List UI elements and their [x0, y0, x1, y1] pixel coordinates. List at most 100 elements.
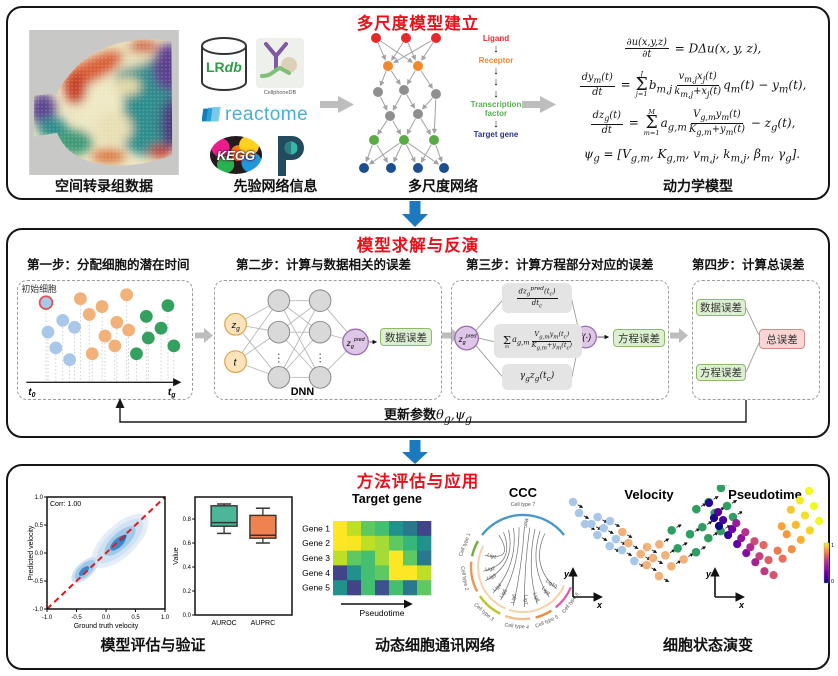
- multiscale-network-graph: [356, 28, 456, 178]
- panel2-title: 模型求解与反演: [356, 237, 480, 255]
- svg-text:AUROC: AUROC: [211, 620, 236, 627]
- svg-text:tg: tg: [168, 387, 176, 399]
- svg-text:-1.0: -1.0: [42, 615, 53, 621]
- svg-text:1: 1: [831, 543, 834, 549]
- svg-text:Gene 3: Gene 3: [302, 553, 330, 563]
- flow-arrow-icon: [320, 96, 354, 113]
- svg-text:x: x: [738, 600, 745, 610]
- svg-text:0.8: 0.8: [183, 517, 192, 523]
- step2-box: ⋮ ⋮ zg t zgpred DNN: [214, 280, 442, 400]
- chain-label: Receptor: [478, 55, 514, 65]
- svg-text:Target gene: Target gene: [352, 492, 422, 506]
- svg-text:Lig2: Lig2: [485, 566, 495, 573]
- svg-text:-0.5: -0.5: [71, 615, 82, 621]
- svg-text:0.0: 0.0: [35, 551, 44, 557]
- svg-text:t: t: [234, 358, 238, 369]
- ccc-circos-plot: CCC Cell type 1 Cell type 2 Cell type 3 Cell…: [457, 485, 597, 640]
- step4-label: 第四步：计算总误差: [692, 258, 805, 272]
- panel1-title: 多尺度模型建立: [356, 15, 480, 33]
- svg-text:初始细胞: 初始细胞: [21, 283, 57, 294]
- density-scatter-plot: 1.0 0.5 0.0 -0.5 -1.0 -1.0 -0.5 0.0 0.5 1.0 Corr: …: [27, 489, 177, 631]
- svg-text:0.5: 0.5: [131, 615, 140, 621]
- dynamics-model-label: 动力学模型: [663, 178, 733, 194]
- svg-text:Cell type 3: Cell type 3: [472, 602, 495, 623]
- degradation-term-box: γgzg(tc): [502, 364, 572, 390]
- total-error-box: 总误差: [759, 329, 805, 349]
- svg-text:Lig5: Lig5: [499, 588, 509, 599]
- svg-text:⋮: ⋮: [315, 353, 326, 365]
- down-arrow-icon: ↓: [493, 43, 499, 56]
- svg-text:Predicted velocity: Predicted velocity: [28, 525, 35, 580]
- step1-label: 第一步：分配细胞的潜在时间: [27, 258, 190, 272]
- metric-boxplot: 0.0 0.2 0.4 0.6 0.8 Value AUROC AUPRC: [170, 489, 310, 631]
- molecule-hierarchy-chain: Ligand ↓ Receptor ↓ ↓ ↓ Transcription factor ↓ T…: [460, 34, 532, 176]
- panel-evaluation: 方法评估与应用 1.0 0.5 0.0 -0.5 -1.0 -1.0 -0.5 0.0 0.5 1…: [6, 464, 834, 670]
- chain-label: Target gene: [473, 130, 519, 140]
- progeny-logo-icon: [272, 134, 308, 178]
- target-gene-heatmap: Target gene Gene 1 Gene 2 Gene 3 Gene 4 Gene …: [295, 489, 460, 629]
- model-eval-label: 模型评估与验证: [100, 637, 206, 654]
- step3-label: 第三步：计算方程部分对应的误差: [466, 258, 654, 272]
- pseudotime-plot: Pseudotime y x 1 0: [697, 485, 835, 620]
- data-error-box: 数据误差: [380, 328, 432, 346]
- update-parameters-label: 更新参数θg,ψg: [383, 407, 473, 426]
- svg-text:Lig1: Lig1: [486, 552, 497, 561]
- svg-text:Pseudotime: Pseudotime: [728, 487, 802, 502]
- reactome-logo-icon: reactome: [202, 102, 320, 128]
- down-arrow-icon: ↓: [493, 65, 499, 78]
- cell-state-label: 细胞状态演变: [662, 637, 753, 654]
- svg-text:Gene 2: Gene 2: [302, 538, 330, 548]
- flow-arrow-icon: [670, 328, 688, 343]
- panel-connector-down-arrow-icon: [402, 440, 428, 464]
- data-error-box-2: 数据误差: [696, 299, 746, 316]
- svg-text:Cell type 4: Cell type 4: [504, 622, 529, 631]
- prior-network-label: 先验网络信息: [233, 178, 318, 194]
- chain-label: Ligand: [482, 34, 510, 43]
- cellphonedb-logo-icon: CellphoneDB: [256, 38, 304, 96]
- panel-connector-down-arrow-icon: [402, 201, 428, 227]
- svg-text:Lig8: Lig8: [531, 592, 540, 603]
- svg-text:-0.5: -0.5: [33, 579, 44, 585]
- svg-text:AUPRC: AUPRC: [251, 620, 276, 627]
- svg-text:0: 0: [831, 579, 834, 585]
- spatial-data-label: 空间转录组数据: [55, 178, 153, 194]
- step4-box: [692, 280, 820, 400]
- svg-text:t0: t0: [28, 387, 35, 399]
- panel-model-solving: 模型求解与反演 第一步：分配细胞的潜在时间 第二步：计算与数据相关的误差 第三步…: [6, 228, 830, 438]
- svg-text:-1.0: -1.0: [33, 607, 44, 613]
- equation-error-box-2: 方程误差: [696, 364, 746, 381]
- svg-text:Pseudotime: Pseudotime: [360, 608, 405, 618]
- svg-text:Cell type 2: Cell type 2: [459, 566, 470, 591]
- down-arrow-icon: ↓: [493, 87, 499, 100]
- step1-box: 初始细胞 t0 tg: [17, 280, 193, 400]
- down-arrow-icon: ↓: [493, 76, 499, 89]
- svg-text:x: x: [596, 600, 603, 610]
- svg-text:Lig4: Lig4: [492, 582, 503, 593]
- svg-text:Gene 5: Gene 5: [302, 583, 330, 593]
- step3-box: zgpred f(·): [451, 280, 669, 400]
- svg-text:Lig3: Lig3: [486, 573, 497, 582]
- svg-text:y: y: [705, 569, 712, 579]
- flow-arrow-icon: [522, 96, 556, 113]
- svg-text:1.0: 1.0: [35, 495, 44, 501]
- panel3-title: 方法评估与应用: [356, 473, 480, 491]
- svg-text:0.4: 0.4: [183, 565, 192, 571]
- svg-text:Lig9: Lig9: [540, 586, 551, 597]
- svg-text:Gene 4: Gene 4: [302, 568, 330, 578]
- svg-text:Ground truth velocity: Ground truth velocity: [74, 623, 139, 630]
- chain-label: Transcription factor: [470, 100, 522, 118]
- svg-text:Gene 1: Gene 1: [302, 523, 330, 533]
- step2-label: 第二步：计算与数据相关的误差: [236, 258, 412, 272]
- svg-text:Velocity: Velocity: [624, 487, 674, 502]
- svg-text:DNN: DNN: [291, 386, 315, 398]
- svg-text:1.0: 1.0: [161, 615, 170, 621]
- svg-text:zg: zg: [231, 320, 241, 332]
- svg-text:0.0: 0.0: [183, 613, 192, 619]
- svg-text:CCC: CCC: [509, 485, 538, 500]
- kegg-logo-icon: KEGG: [210, 136, 262, 174]
- svg-text:0.0: 0.0: [102, 615, 111, 621]
- svg-text:Lig10: Lig10: [544, 578, 558, 590]
- svg-text:Rec: Rec: [522, 518, 528, 528]
- spatial-transcriptomics-image: [24, 30, 184, 175]
